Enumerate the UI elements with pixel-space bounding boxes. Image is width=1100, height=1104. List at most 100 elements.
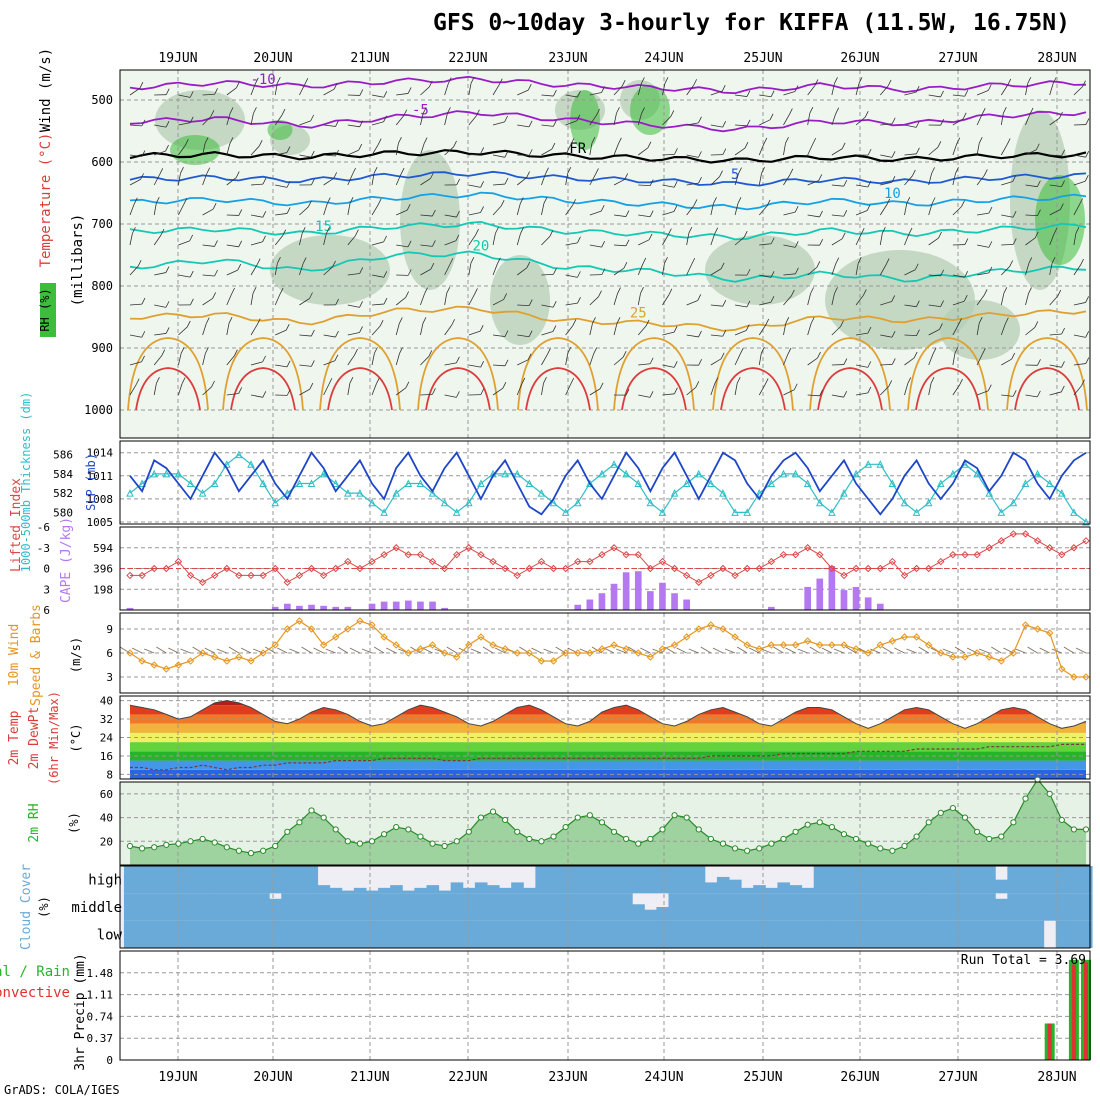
lifted-tick-0: -6	[37, 521, 50, 534]
rh-marker-22	[394, 824, 399, 829]
cloud-high-2	[148, 866, 161, 893]
cape-bar-16	[320, 606, 327, 610]
surface-barb-19	[350, 648, 360, 653]
surface-barb-70	[967, 648, 977, 653]
cape-bar-60	[853, 587, 860, 610]
cloud-middle-14	[293, 893, 306, 920]
cloud-high-69	[959, 866, 972, 893]
cloud-low-69	[959, 921, 972, 948]
wind-tick-1: 6	[106, 647, 113, 660]
cloud-middle-74	[1019, 893, 1032, 920]
wind-axis-label: Wind (m/s)	[38, 48, 54, 132]
pressure-tick-2: 700	[91, 217, 113, 231]
surface-barb-63	[882, 647, 892, 653]
cloud-middle-79	[1080, 893, 1093, 920]
rh-marker-14	[297, 820, 302, 825]
cloud-high-61	[862, 866, 875, 893]
pressure-tick-1: 600	[91, 155, 113, 169]
cloud-high-36	[560, 866, 573, 893]
cloud-middle-78	[1068, 893, 1081, 920]
cloud-high-32	[511, 882, 524, 893]
cloud-high-24	[414, 888, 427, 893]
surface-barb-73	[1003, 648, 1013, 653]
rh-marker-49	[720, 841, 725, 846]
rh-marker-26	[442, 843, 447, 848]
rh-marker-67	[938, 810, 943, 815]
cloud-middle-63	[886, 893, 899, 920]
surface-barb-13	[277, 648, 287, 653]
cloud-low-2	[148, 921, 161, 948]
rh-marker-74	[1023, 796, 1028, 801]
cloud-high-63	[886, 866, 899, 893]
cloud-low-65	[911, 921, 924, 948]
rh-marker-75	[1035, 777, 1040, 782]
rh-marker-69	[962, 815, 967, 820]
surface-barb-1	[132, 648, 142, 653]
cloud-middle-61	[862, 893, 875, 920]
cloud-high-40	[608, 866, 621, 893]
cloud-middle-46	[681, 893, 694, 920]
rh-marker-32	[515, 829, 520, 834]
cape-bar-40	[611, 584, 618, 610]
cloud-middle-38	[584, 893, 597, 920]
cloud-low-0	[124, 921, 137, 948]
bottom-day-label-4: 23JUN	[548, 1070, 587, 1085]
rh-marker-60	[853, 836, 858, 841]
cloud-low-50	[729, 921, 742, 948]
rh-marker-19	[357, 841, 362, 846]
rh-shade-5	[705, 235, 815, 305]
cloud-low-38	[584, 921, 597, 948]
rh-marker-38	[587, 813, 592, 818]
cloud-middle-62	[874, 893, 887, 920]
rh-marker-44	[660, 827, 665, 832]
cape-bar-38	[587, 600, 594, 610]
cloud-low-56	[802, 921, 815, 948]
cloud-middle-18	[342, 893, 355, 920]
temp-tick-4: 40	[100, 695, 113, 708]
cloud-middle-34	[535, 893, 548, 920]
surface-barb-57	[810, 647, 820, 653]
rh-marker-64	[902, 843, 907, 848]
cape-bar-46	[683, 600, 690, 610]
cloud-high-77	[1056, 866, 1069, 893]
surface-barb-46	[677, 648, 687, 653]
precip-tick-1: 0.37	[87, 1032, 114, 1045]
top-day-label-4: 23JUN	[548, 51, 587, 66]
cloud-high-12	[269, 866, 282, 893]
cloud-low-59	[838, 921, 851, 948]
cloud-low-35	[547, 921, 560, 948]
cloud-high-15	[305, 866, 318, 893]
contour-label-1: -5	[412, 102, 429, 118]
cloud-high-35	[547, 866, 560, 893]
cloud-axis-label: Cloud Cover	[19, 864, 34, 950]
surface-barb-74	[1015, 649, 1025, 653]
cloud-low-51	[741, 921, 754, 948]
cloud-middle-37	[572, 893, 585, 920]
cloud-low-31	[499, 921, 512, 948]
cloud-high-14	[293, 866, 306, 893]
cape-bar-42	[635, 571, 642, 610]
rh-marker-4	[176, 841, 181, 846]
cloud-middle-39	[596, 893, 609, 920]
cloud-middle-60	[850, 893, 863, 920]
rh-marker-56	[805, 822, 810, 827]
cloud-low-39	[596, 921, 609, 948]
cloud-low-62	[874, 921, 887, 948]
rh-marker-42	[636, 841, 641, 846]
rh-marker-48	[708, 836, 713, 841]
cloud-middle-26	[439, 893, 452, 920]
cloud-low-9	[233, 921, 246, 948]
rh-marker-39	[599, 820, 604, 825]
cape-bar-45	[671, 593, 678, 610]
cloud-low-17	[330, 921, 343, 948]
pressure-tick-4: 900	[91, 341, 113, 355]
cape-bar-61	[865, 597, 872, 610]
cape-tick-0: 198	[93, 583, 113, 596]
cloud-high-28	[463, 888, 476, 893]
temp-tick-1: 16	[100, 750, 113, 763]
rh-marker-41	[624, 836, 629, 841]
surface-barb-48	[701, 647, 711, 653]
precip-tick-2: 0.74	[87, 1010, 114, 1023]
cloud-low-48	[705, 921, 718, 948]
cloud-low-22	[390, 921, 403, 948]
